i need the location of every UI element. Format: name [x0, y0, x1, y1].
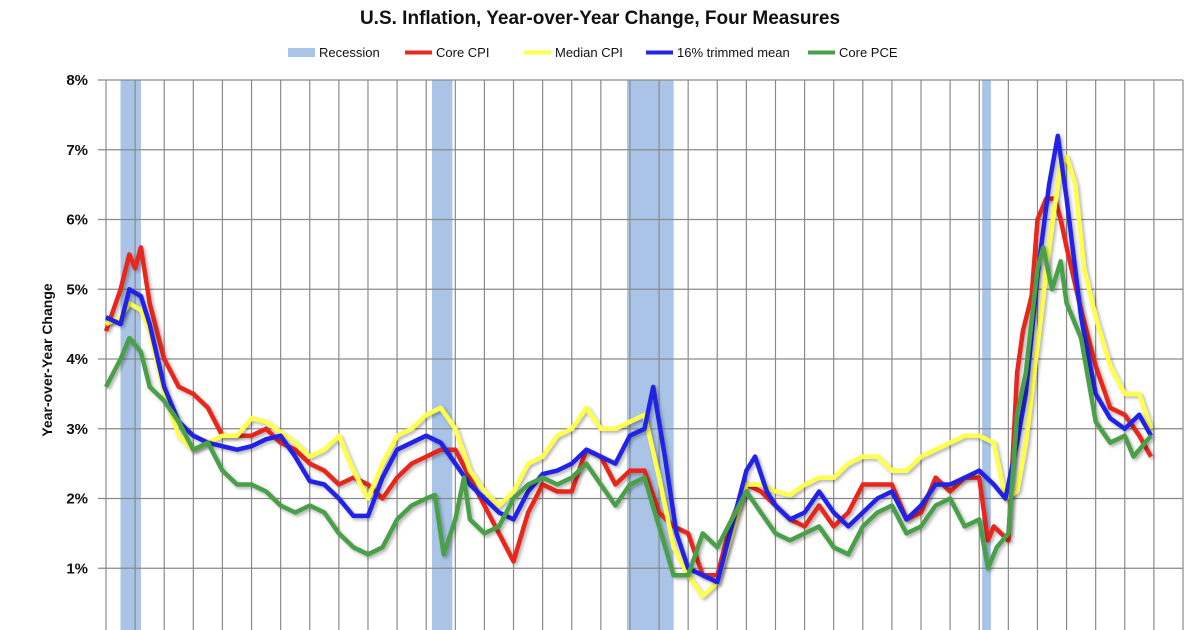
chart-title: U.S. Inflation, Year-over-Year Change, F… [360, 8, 840, 29]
series-line-16-trimmed-mean [105, 133, 1153, 585]
legend-label: Recession [319, 45, 380, 60]
recession-band [627, 80, 674, 630]
y-tick-label: 4% [66, 351, 88, 368]
legend-item: 16% trimmed mean [646, 45, 790, 60]
legend-label: 16% trimmed mean [677, 45, 790, 60]
legend-item: Core PCE [808, 45, 898, 60]
legend-label: Core PCE [839, 45, 898, 60]
legend-swatch [288, 48, 315, 57]
legend-label: Core CPI [436, 45, 489, 60]
legend: Recession Core CPI Median CPI 16% trimmed m… [288, 45, 898, 60]
legend-item: Median CPI [524, 45, 623, 60]
series-line-core-pce [104, 245, 1153, 578]
recession-band [432, 80, 453, 630]
y-tick-label: 7% [66, 142, 88, 159]
legend-item: Recession [288, 45, 380, 60]
y-tick-label: 3% [66, 421, 88, 438]
recession-band [120, 80, 141, 630]
recession-bands [120, 80, 991, 630]
series-lines [103, 133, 1154, 599]
gridlines [98, 79, 1184, 630]
legend-item: Core CPI [405, 45, 489, 60]
recession-band [982, 80, 991, 630]
series-line-core-cpi [103, 196, 1153, 578]
legend-label: Median CPI [555, 45, 623, 60]
y-tick-label: 1% [66, 560, 88, 577]
y-tick-label: 2% [66, 491, 88, 508]
y-tick-label: 8% [66, 72, 88, 89]
y-tick-labels: 0%1%2%3%4%5%6%7%8% [66, 72, 88, 577]
y-axis-label: Year-over-Year Change [39, 283, 55, 437]
y-tick-label: 6% [66, 212, 88, 229]
y-tick-label: 5% [66, 281, 88, 298]
